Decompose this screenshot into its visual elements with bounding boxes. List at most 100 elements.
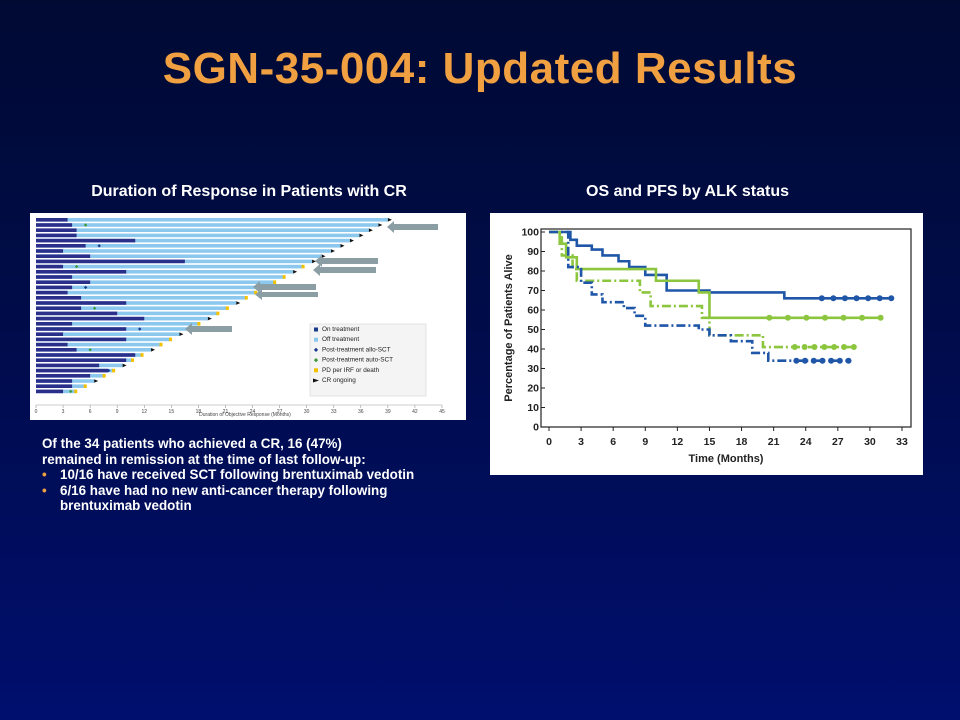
swimmer-x-tick-label: 36 [358,409,364,415]
swimmer-cr-ongoing-marker [312,259,317,264]
swimmer-bar-on-treatment [36,275,73,279]
swimmer-bar-off-treatment [36,296,246,300]
summary-intro-line-1: Of the 34 patients who achieved a CR, 16… [42,436,342,451]
km-censor-mark [845,357,852,364]
km-censor-mark [836,357,843,364]
km-censor-mark [888,295,895,302]
swimmer-pd-marker [254,290,258,295]
km-censor-mark [803,314,810,321]
swimmer-cr-ongoing-marker [321,254,326,258]
swimmer-bar-off-treatment [36,233,360,238]
km-x-tick-label: 12 [672,436,684,448]
swimmer-cr-ongoing-marker [151,348,156,352]
km-y-tick-label: 60 [527,305,539,317]
swimmer-x-tick-label: 33 [331,409,337,415]
swimmer-bar-on-treatment [36,228,77,232]
km-plot-heading: OS and PFS by ALK status [586,183,789,200]
km-series-line [549,230,849,362]
swimmer-x-tick-label: 39 [385,409,391,415]
swimmer-bar-on-treatment [36,280,91,284]
swimmer-pd-marker [102,374,106,378]
summary-bullet-1: • 10/16 have received SCT following bren… [42,467,492,483]
legend-label: Post-treatment allo-SCT [322,346,391,353]
swimmer-sct-marker [88,348,92,352]
swimmer-pd-marker [83,384,87,388]
km-y-ticks: 0 10 20 30 40 50 60 70 80 90 100 [521,227,545,434]
km-censor-mark [791,344,798,351]
swimmer-cr-ongoing-marker [331,249,336,253]
callout-arrow [253,281,316,293]
km-censor-mark [828,357,835,364]
summary-text: Of the 34 patients who achieved a CR, 16… [42,436,492,514]
km-x-tick-label: 21 [768,436,780,448]
swimmer-bar-off-treatment [36,218,388,222]
swimmer-cr-ongoing-marker [94,379,99,383]
swimmer-cr-ongoing-marker [207,316,212,321]
bullet-icon: • [42,482,47,498]
summary-intro-line-2: remained in remission at the time of las… [42,451,366,467]
km-y-tick-label: 50 [527,324,539,336]
km-censor-mark [841,344,848,351]
callout-arrow [185,323,232,335]
swimmer-bar-on-treatment [36,290,68,295]
km-censor-mark [793,357,800,364]
km-censor-mark [865,295,872,302]
swimmer-pd-marker [140,353,144,357]
swimmer-x-tick-label: 21 [223,409,229,415]
km-y-tick-label: 40 [527,344,539,356]
swimmer-bar-on-treatment [36,259,185,264]
swimmer-bar-on-treatment [36,218,68,222]
swimmer-plot-panel: 0 3 6 9 12 15 18 21 24 27 30 33 36 39 42 45 Duration of… [30,213,466,420]
km-series-line [549,230,892,300]
swimmer-bar-on-treatment [36,363,100,368]
swimmer-bar-on-treatment [36,270,127,274]
km-x-tick-label: 15 [704,436,716,448]
swimmer-bar-on-treatment [36,311,118,316]
swimmer-pd-marker [159,342,163,347]
swimmer-bar-on-treatment [36,285,73,290]
swimmer-bar-off-treatment [36,264,303,269]
swimmer-x-ticks: 0 3 6 9 12 15 18 21 24 27 30 33 36 39 42 45 [35,405,445,415]
swimmer-cr-ongoing-marker [359,233,364,238]
km-censor-mark [859,314,866,321]
km-censor-mark [877,314,884,321]
swimmer-sct-marker [92,306,97,310]
swimmer-pd-marker [225,306,229,310]
swimmer-pd-marker [216,311,220,316]
km-censor-mark [831,344,838,351]
swimmer-cr-ongoing-marker [236,301,241,305]
swimmer-x-tick-label: 30 [304,409,310,415]
swimmer-bar-off-treatment [36,238,350,243]
km-y-tick-label: 70 [527,285,539,297]
swimmer-bar-on-treatment [36,296,82,300]
km-censor-mark [784,314,791,321]
swimmer-bar-off-treatment [36,249,332,253]
summary-bullet-2-text: 6/16 have had no new anti-cancer therapy… [60,483,387,514]
km-y-tick-label: 20 [527,383,539,395]
swimmer-bar-on-treatment [36,238,136,243]
km-series-line [549,230,881,320]
km-y-tick-label: 100 [521,227,539,239]
swimmer-bar-on-treatment [36,327,127,331]
km-censor-mark [840,314,847,321]
swimmer-plot: 0 3 6 9 12 15 18 21 24 27 30 33 36 39 42 45 Duration of… [35,218,445,418]
swimmer-sct-marker [97,244,101,248]
swimmer-x-tick-label: 6 [89,409,92,415]
swimmer-sct-marker [83,223,88,227]
callout-arrow [315,255,378,267]
swimmer-x-tick-label: 9 [116,409,119,415]
swimmer-bar-on-treatment [36,374,91,378]
swimmer-bar-on-treatment [36,233,77,238]
swimmer-bar-off-treatment [36,332,180,336]
legend-label: Off treatment [322,336,359,343]
km-censor-mark [819,357,826,364]
swimmer-bar-on-treatment [36,322,73,326]
swimmer-bar-on-treatment [36,389,64,394]
swimmer-sct-marker [138,327,142,331]
swimmer-bar-on-treatment [36,348,77,352]
swimmer-bar-off-treatment [36,322,199,326]
km-x-tick-label: 18 [736,436,748,448]
km-x-tick-label: 33 [896,436,908,448]
swimmer-bar-off-treatment [36,223,379,227]
swimmer-x-tick-label: 45 [439,409,445,415]
